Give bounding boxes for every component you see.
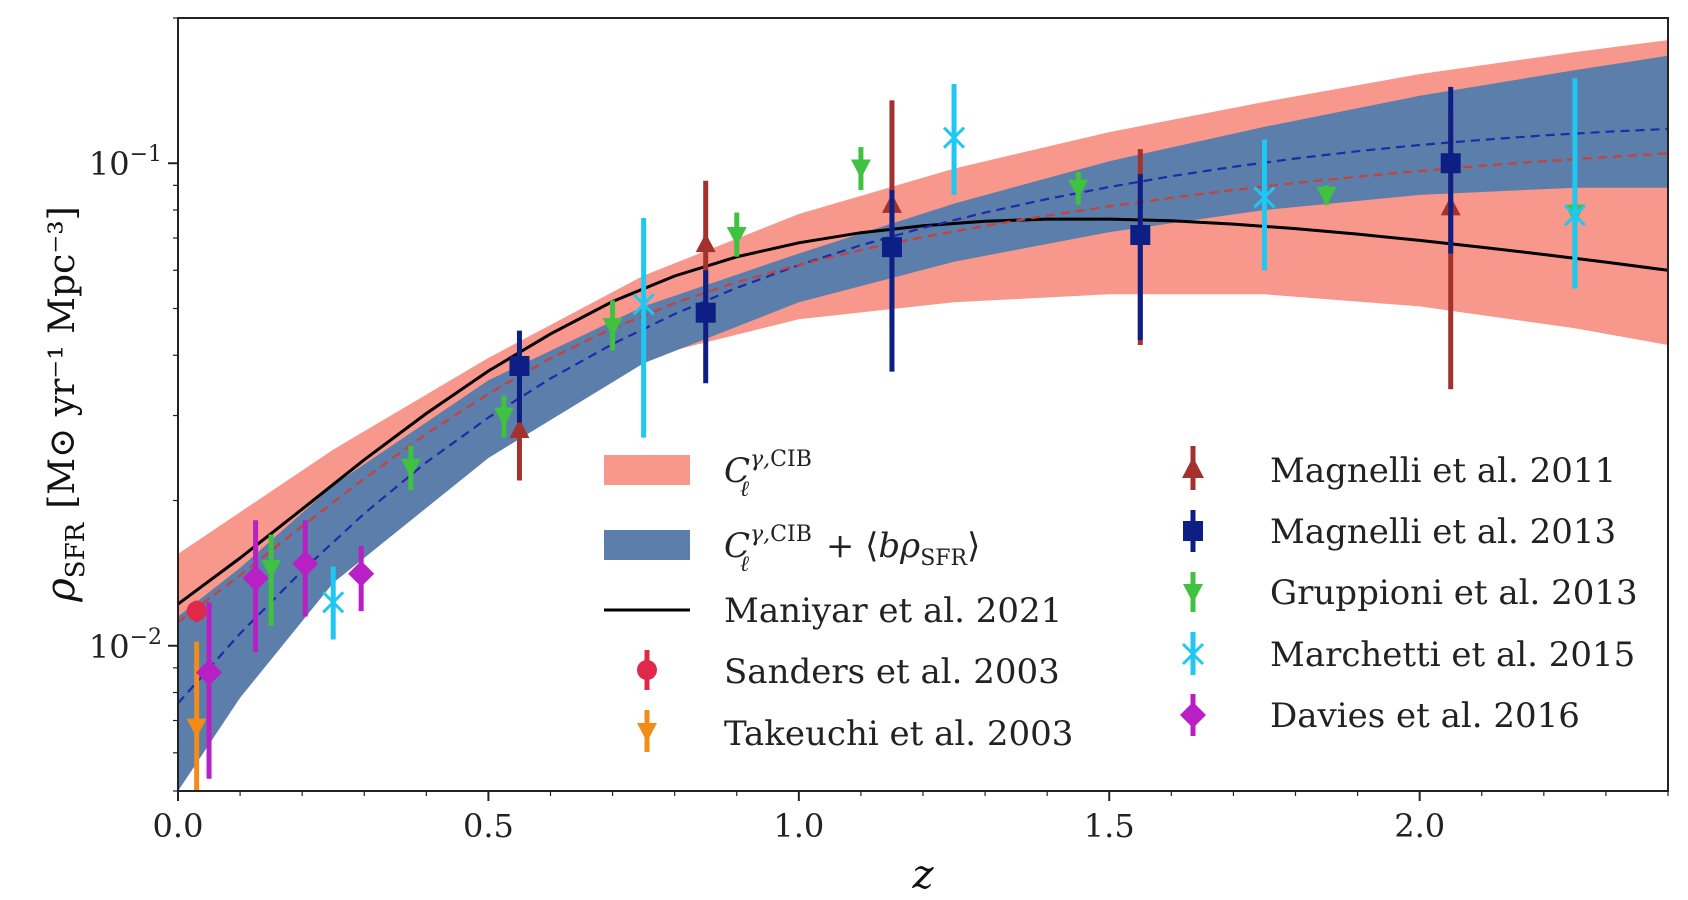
data-point [186, 641, 207, 791]
line-dashed-1 [178, 127, 1668, 705]
legend-label-marchetti: Marchetti et al. 2015 [1270, 635, 1635, 675]
legend-swatch-cib-bias [604, 530, 690, 560]
x-tick-label: 1.0 [773, 807, 824, 845]
legend-label-gruppioni: Gruppioni et al. 2013 [1270, 573, 1638, 613]
band-cib-bias [178, 55, 1668, 791]
legend: Cγ,CIB ℓ Cγ,CIB ℓ + ⟨bρSFR⟩ Maniyar et al.… [604, 446, 1638, 754]
series-magnelli-et-al-2013 [509, 86, 1461, 423]
confidence-bands [178, 40, 1668, 791]
data-point [1316, 185, 1337, 206]
x-axis-ticks: 0.0 0.5 1.0 1.5 2.0 [153, 791, 1669, 845]
x-tick-label: 0.0 [153, 807, 204, 845]
line-dashed-2 [178, 152, 1668, 623]
y-tick-label: 10−2 [89, 625, 162, 666]
x-tick-label: 2.0 [1394, 807, 1445, 845]
y-axis-label-main: ρ [38, 578, 84, 603]
legend-label-takeuchi: Takeuchi et al. 2003 [724, 714, 1073, 754]
data-point [348, 545, 375, 612]
legend-label-maniyar: Maniyar et al. 2021 [724, 591, 1062, 631]
legend-swatch-cib [604, 455, 690, 485]
series-davies-et-al-2016 [196, 520, 375, 779]
data-point [509, 330, 530, 423]
series-takeuchi-et-al-2003 [186, 641, 207, 791]
legend-marker-gruppioni [1183, 572, 1203, 612]
data-point [1130, 173, 1151, 341]
y-tick-label: 10−1 [89, 142, 162, 183]
data-point [726, 212, 747, 257]
data-point [881, 190, 902, 372]
x-tick-label: 0.5 [463, 807, 514, 845]
legend-marker-magnelli-2013 [1183, 510, 1203, 552]
legend-marker-sanders [637, 650, 657, 690]
data-point [196, 602, 223, 779]
data-point [602, 300, 623, 351]
legend-marker-davies [1180, 694, 1206, 736]
model-lines [178, 127, 1668, 705]
legend-label-magnelli-2013: Magnelli et al. 2013 [1270, 512, 1616, 552]
data-point [942, 83, 966, 195]
legend-label-cib: Cγ,CIB ℓ [724, 447, 812, 502]
data-point [242, 520, 269, 653]
data-point [850, 147, 871, 191]
svg-text:ρSFR[M⊙ yr⁻¹ Mpc⁻³]: ρSFR [M⊙ yr⁻¹ Mpc⁻³] [38, 206, 91, 602]
data-point [1440, 86, 1461, 254]
data-point [493, 395, 514, 438]
data-point [632, 218, 655, 438]
data-point [400, 445, 421, 491]
data-point [1563, 78, 1586, 289]
data-point [695, 270, 716, 384]
data-point [1068, 171, 1089, 205]
legend-label-davies: Davies et al. 2016 [1270, 696, 1580, 736]
data-points [186, 78, 1586, 791]
data-point [1253, 139, 1276, 271]
data-point [261, 534, 282, 626]
y-axis-label: ρSFR [M⊙ yr⁻¹ Mpc⁻³] [38, 206, 91, 602]
legend-label-magnelli-2011: Magnelli et al. 2011 [1270, 451, 1616, 491]
legend-label-sanders: Sanders et al. 2003 [724, 652, 1060, 692]
data-point [186, 600, 207, 623]
series-sanders-et-al-2003 [186, 600, 207, 623]
legend-label-cib-bias: Cγ,CIB ℓ + ⟨bρSFR⟩ [724, 522, 980, 577]
x-axis-label: z [911, 852, 934, 898]
data-point [322, 566, 345, 640]
line-maniyar-et-al-2021 [178, 217, 1668, 606]
legend-marker-magnelli-2011 [1182, 446, 1204, 490]
legend-marker-takeuchi [637, 710, 657, 752]
x-tick-label: 1.5 [1084, 807, 1135, 845]
series-marchetti-et-al-2015 [322, 78, 1586, 640]
y-axis-label-units: [M⊙ yr⁻¹ Mpc⁻³] [42, 206, 83, 508]
data-point [292, 520, 319, 617]
y-axis-label-sub: SFR [61, 521, 91, 578]
y-axis-ticks: 10−2 10−1 [89, 17, 178, 792]
legend-marker-marchetti [1181, 632, 1205, 675]
